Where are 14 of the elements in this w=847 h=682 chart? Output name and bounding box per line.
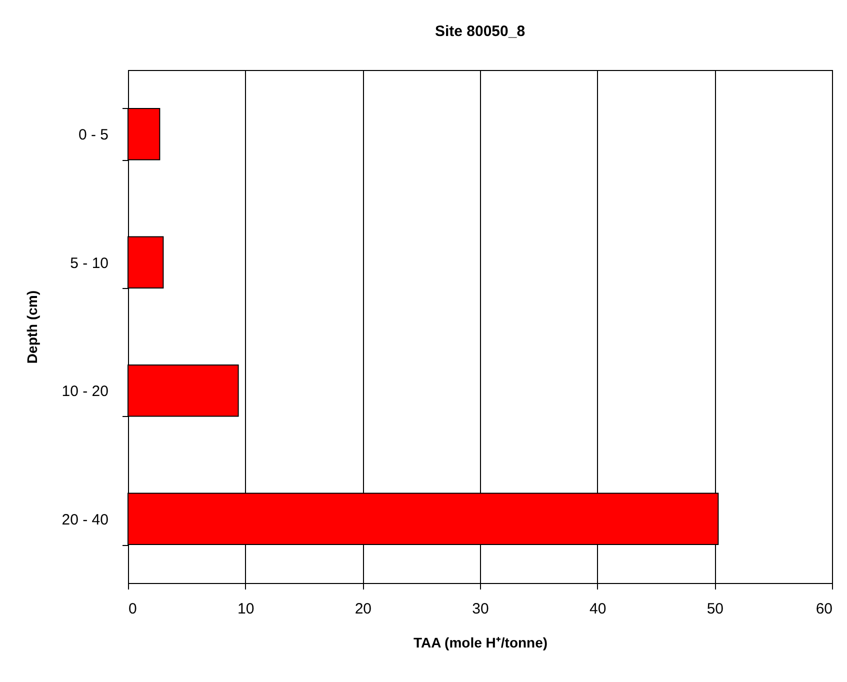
y-tick-label: 10 - 20	[62, 383, 108, 400]
x-tick-label: 60	[816, 600, 832, 618]
x-tick-label: 20	[354, 600, 372, 618]
chart-title: Site 80050_8	[434, 23, 526, 40]
x-tick-label: 10	[237, 600, 254, 618]
x-tick-label: 50	[706, 600, 724, 618]
x-tick-label: 40	[589, 600, 606, 618]
y-tick-label: 20 - 40	[62, 511, 108, 528]
x-axis-title: TAA (mole H⁺/tonne)	[413, 634, 548, 650]
y-tick-label: 0 - 5	[78, 126, 108, 144]
x-tick-label: 30	[472, 600, 489, 618]
y-axis-title: Depth (cm)	[24, 290, 40, 364]
y-tick-label: 5 - 10	[70, 254, 108, 272]
x-tick-label: 0	[128, 600, 137, 618]
